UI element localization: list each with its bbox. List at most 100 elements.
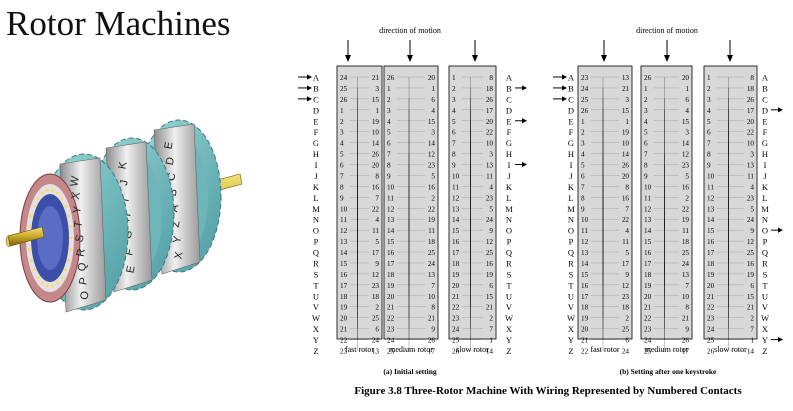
rotor-contact-left: 15 bbox=[581, 271, 589, 279]
rotor-label: medium rotor bbox=[645, 345, 689, 354]
output-letter: O bbox=[506, 226, 512, 236]
input-letter: W bbox=[567, 313, 575, 323]
rotor-box bbox=[448, 65, 497, 340]
rotor-wire bbox=[654, 186, 679, 253]
rotor-contact-right: 18 bbox=[372, 293, 380, 301]
output-arrowhead bbox=[778, 107, 783, 113]
rotor-contact-right: 15 bbox=[486, 293, 494, 301]
rotor-contact-right: 4 bbox=[750, 183, 754, 191]
rotor-wire bbox=[591, 153, 619, 264]
input-letter: Q bbox=[313, 248, 319, 258]
rotor-contact-left: 12 bbox=[581, 238, 589, 246]
rotor-contact-left: 13 bbox=[387, 216, 395, 224]
rotor-wire bbox=[717, 240, 744, 264]
direction-arrowhead bbox=[664, 55, 670, 62]
rotor-wire bbox=[462, 142, 483, 329]
rotor-contact-left: 20 bbox=[644, 293, 652, 301]
rotor-contact-right: 8 bbox=[685, 304, 689, 312]
rotor-contact-left: 12 bbox=[707, 194, 715, 202]
rotor-contact-left: 14 bbox=[707, 216, 715, 224]
rotor-contact-right: 2 bbox=[625, 315, 629, 323]
rotor-box bbox=[336, 65, 383, 340]
rotor-contact-left: 8 bbox=[340, 183, 344, 191]
rotor-wire bbox=[397, 186, 425, 297]
rotor-contact-right: 2 bbox=[489, 315, 493, 323]
rotor-contact-right: 4 bbox=[375, 216, 379, 224]
rotor-contact-right: 21 bbox=[747, 304, 755, 312]
rotor-contact-left: 20 bbox=[452, 282, 460, 290]
output-letter: H bbox=[762, 149, 768, 159]
rotor-contact-left: 21 bbox=[340, 326, 348, 334]
rotor-contact-right: 26 bbox=[486, 96, 494, 104]
rotor-band-letter: C bbox=[165, 172, 178, 182]
rotor-contact-right: 20 bbox=[372, 162, 380, 170]
rotor-contact-left: 20 bbox=[340, 315, 348, 323]
rotor-contact-left: 10 bbox=[387, 183, 395, 191]
rotor-wire bbox=[397, 251, 425, 351]
rotor-band-letter: Q bbox=[76, 261, 89, 272]
rotor-wire bbox=[591, 98, 619, 329]
rotor-wire bbox=[397, 218, 425, 286]
rotor-wire bbox=[350, 87, 369, 132]
rotor-wire bbox=[397, 109, 425, 132]
rotor-wire bbox=[397, 208, 425, 318]
figure-caption: Figure 3.8 Three-Rotor Machine With Wiri… bbox=[354, 385, 742, 397]
input-letter: S bbox=[569, 269, 574, 279]
rotor-wire bbox=[462, 131, 483, 307]
rotor-contact-right: 24 bbox=[486, 216, 494, 224]
rotor-wire bbox=[654, 186, 679, 297]
rotor-contact-left: 15 bbox=[452, 227, 460, 235]
output-letter: M bbox=[505, 204, 513, 214]
rotor-wire bbox=[654, 153, 679, 209]
rotor-wire bbox=[591, 131, 619, 318]
rotor-wire bbox=[397, 240, 425, 275]
rotor-contact-right: 14 bbox=[682, 140, 690, 148]
input-letter: X bbox=[568, 324, 574, 334]
rotor-contact-left: 3 bbox=[452, 96, 456, 104]
rotor-wire bbox=[591, 175, 619, 340]
rotor-wire bbox=[717, 175, 744, 187]
rotor-contact-right: 20 bbox=[622, 172, 630, 180]
rotor-contact-right: 18 bbox=[682, 238, 690, 246]
rotor-band-letter: R bbox=[75, 248, 88, 258]
rotor-contact-left: 24 bbox=[644, 337, 652, 345]
input-letter: J bbox=[314, 171, 318, 181]
rotor-contact-left: 3 bbox=[707, 96, 711, 104]
rotor-wire bbox=[717, 142, 744, 329]
input-letter: N bbox=[568, 215, 574, 225]
rotor-contact-left: 7 bbox=[707, 140, 711, 148]
rotor-contact-left: 23 bbox=[707, 315, 715, 323]
rotor-contact-left: 7 bbox=[387, 151, 391, 159]
rotor-contact-left: 16 bbox=[581, 282, 589, 290]
rotor-wire bbox=[462, 98, 483, 351]
rotor-contact-right: 12 bbox=[622, 282, 630, 290]
rotor-contact-right: 16 bbox=[622, 194, 630, 202]
rotor-contact-right: 26 bbox=[747, 96, 755, 104]
rotor-contact-left: 17 bbox=[387, 260, 395, 268]
rotor-contact-left: 24 bbox=[387, 337, 395, 345]
rotor-contact-left: 6 bbox=[707, 129, 711, 137]
rotor-wire bbox=[350, 131, 369, 209]
rotor-contact-left: 5 bbox=[340, 151, 344, 159]
rotor-contact-left: 6 bbox=[644, 140, 648, 148]
output-letter: A bbox=[506, 73, 513, 83]
input-letter: A bbox=[568, 73, 575, 83]
rotor-wire bbox=[350, 142, 369, 253]
rotor-wire bbox=[350, 218, 369, 231]
rotor-contact-right: 5 bbox=[375, 238, 379, 246]
rotor-contact-right: 16 bbox=[747, 260, 755, 268]
input-letter: X bbox=[313, 324, 319, 334]
input-letter: E bbox=[568, 116, 573, 126]
rotor-contact-left: 7 bbox=[581, 183, 585, 191]
rotor-contact-left: 10 bbox=[581, 216, 589, 224]
direction-label: direction of motion bbox=[636, 26, 698, 35]
rotor-wire bbox=[350, 76, 369, 340]
rotor-contact-left: 5 bbox=[452, 118, 456, 126]
rotor-contact-right: 10 bbox=[372, 129, 380, 137]
rotor-contact-left: 23 bbox=[340, 348, 348, 356]
rotor-contact-left: 20 bbox=[707, 282, 715, 290]
direction-arrowhead bbox=[727, 55, 733, 62]
rotor-contact-left: 22 bbox=[340, 337, 348, 345]
input-letter: V bbox=[568, 302, 575, 312]
output-letter: Y bbox=[762, 335, 768, 345]
